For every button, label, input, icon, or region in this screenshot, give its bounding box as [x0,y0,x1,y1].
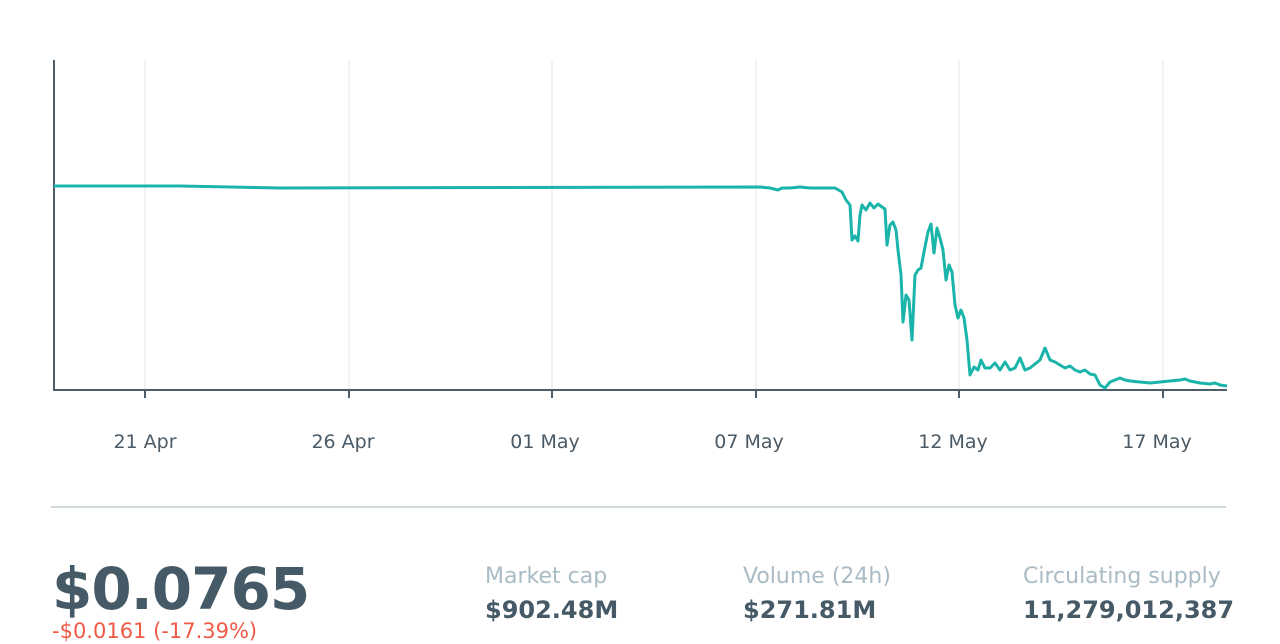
current-price: $0.0765 [52,555,310,623]
price-chart: 21 Apr 26 Apr 01 May 07 May 12 May 17 Ma… [53,60,1228,453]
stat-label: Market cap [485,564,608,589]
x-axis-ticks [144,390,1164,398]
stat-market-cap: Market cap $902.48M [485,562,618,628]
stat-label: Volume (24h) [743,564,891,589]
stat-value: 11,279,012,387 [1023,596,1235,624]
chart-gridlines [144,60,1164,390]
x-tick-label: 01 May [510,431,580,453]
x-tick-label: 07 May [714,431,784,453]
section-divider [51,506,1226,508]
stat-circulating-supply: Circulating supply 11,279,012,387 [1023,562,1234,628]
x-tick-label: 12 May [918,431,988,453]
stat-label: Circulating supply [1023,564,1221,589]
stat-volume: Volume (24h) $271.81M [743,562,891,628]
x-tick-label: 26 Apr [311,431,374,453]
x-axis-labels: 21 Apr 26 Apr 01 May 07 May 12 May 17 Ma… [113,431,1191,453]
x-tick-label: 17 May [1122,431,1192,453]
price-change: -$0.0161 (-17.39%) [52,619,258,643]
stat-value: $902.48M [485,596,619,624]
price-line[interactable] [54,184,1228,390]
x-tick-label: 21 Apr [113,431,176,453]
stat-value: $271.81M [743,596,877,624]
